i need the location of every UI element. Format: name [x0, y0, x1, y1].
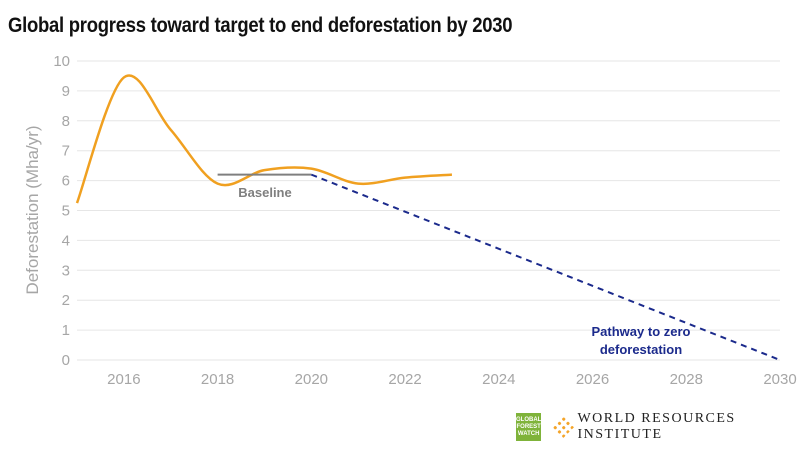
x-tick-label: 2026 — [576, 371, 609, 388]
y-tick-label: 1 — [62, 322, 70, 339]
pathway-label: Pathway to zero — [592, 324, 691, 339]
y-tick-label: 7 — [62, 143, 70, 160]
x-tick-label: 2030 — [763, 371, 796, 388]
chart-title: Global progress toward target to end def… — [8, 14, 513, 37]
y-tick-label: 5 — [62, 203, 70, 220]
y-tick-label: 4 — [62, 232, 70, 249]
x-tick-label: 2024 — [482, 371, 515, 388]
logos: GLOBAL FOREST WATCH WORLD RESOURCES INSTIT… — [516, 411, 800, 443]
y-tick-label: 6 — [62, 173, 70, 190]
x-tick-label: 2028 — [670, 371, 703, 388]
y-tick-label: 2 — [62, 292, 70, 309]
y-tick-label: 10 — [53, 53, 70, 70]
x-tick-label: 2022 — [388, 371, 421, 388]
wri-logo: WORLD RESOURCES INSTITUTE — [551, 411, 800, 443]
wri-logo-text: WORLD RESOURCES INSTITUTE — [577, 411, 736, 442]
y-tick-label: 8 — [62, 113, 70, 130]
y-tick-label: 3 — [62, 262, 70, 279]
x-tick-label: 2020 — [295, 371, 328, 388]
pathway-dashed-line — [310, 173, 781, 361]
baseline-label: Baseline — [238, 185, 291, 200]
y-tick-label: 0 — [62, 352, 70, 369]
global-forest-watch-logo: GLOBAL FOREST WATCH — [516, 413, 542, 441]
y-tick-label: 9 — [62, 83, 70, 100]
y-axis-label: Deforestation (Mha/yr) — [23, 125, 42, 294]
x-tick-label: 2016 — [107, 371, 140, 388]
x-tick-label: 2018 — [201, 371, 234, 388]
wri-mark-icon — [551, 414, 576, 440]
pathway-label: deforestation — [600, 342, 682, 357]
deforestation-series-line — [75, 74, 453, 204]
